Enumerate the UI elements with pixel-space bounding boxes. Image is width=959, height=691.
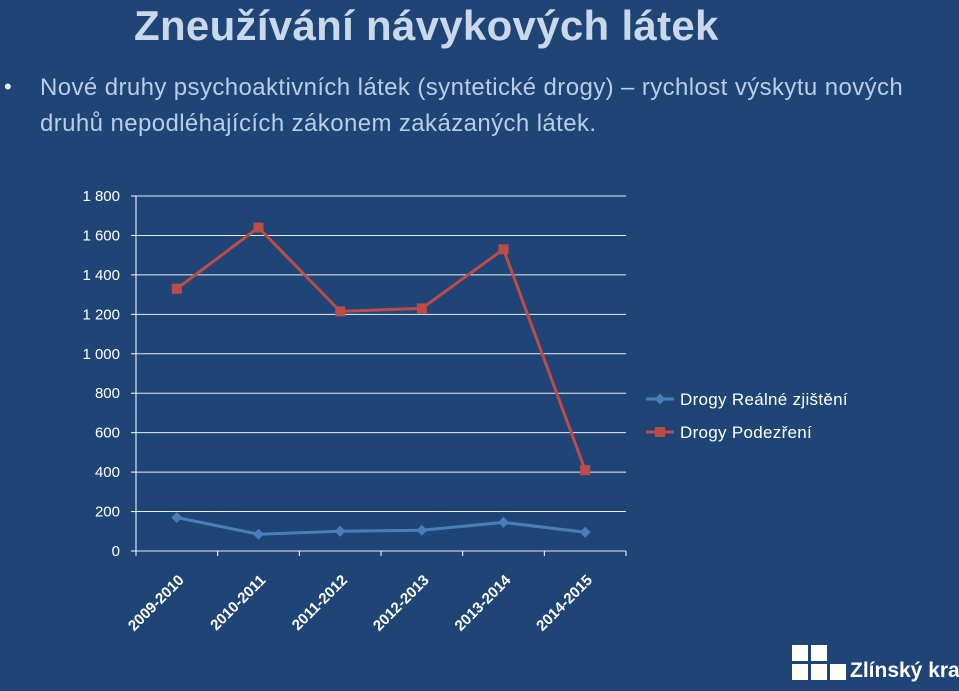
y-tick-label: 0: [112, 543, 120, 560]
data-point-square: [253, 222, 264, 233]
logo-square-icon: [811, 645, 827, 661]
x-tick-label: 2009-2010: [125, 572, 188, 635]
zlinsky-kraj-logo: Zlínský kraj: [792, 645, 959, 687]
data-point-diamond: [498, 516, 509, 528]
logo-square-icon: [830, 664, 846, 680]
y-tick-label: 1 800: [82, 188, 120, 205]
logo-square-icon: [792, 645, 808, 661]
slide-title: Zneužívání návykových látek: [134, 2, 719, 49]
x-axis-ticks: 2009-2010 2010-2011 2011-2012 2012-2013 2013…: [125, 571, 596, 634]
x-tick-label: 2012-2013: [370, 572, 433, 635]
data-point-square: [498, 244, 509, 255]
legend-label: Drogy Podezření: [680, 423, 812, 442]
y-tick-label: 400: [95, 464, 120, 481]
legend-diamond-icon: [654, 393, 666, 405]
y-tick-label: 600: [95, 425, 120, 442]
x-tick-label: 2013-2014: [452, 571, 515, 634]
legend-square-icon: [655, 427, 665, 437]
series-line: [175, 226, 587, 471]
x-tick-label: 2010-2011: [207, 572, 269, 634]
y-tick-label: 1 000: [82, 346, 120, 363]
y-tick-label: 1 400: [82, 267, 120, 284]
bullet-icon: •: [4, 74, 12, 99]
y-tick-label: 1 200: [82, 306, 120, 323]
logo-text: Zlínský kraj: [850, 659, 959, 682]
logo-square-icon: [811, 664, 827, 680]
data-point-square: [580, 465, 591, 476]
data-point-square: [171, 283, 182, 294]
data-point-diamond: [334, 525, 346, 537]
data-point-diamond: [579, 526, 591, 538]
x-tick-label: 2011-2012: [289, 572, 351, 634]
chart-grid: [131, 195, 627, 556]
logo-square-icon: [792, 664, 808, 680]
data-point-square: [335, 306, 346, 317]
data-point-square: [416, 303, 427, 314]
data-point-diamond: [416, 524, 428, 536]
y-tick-label: 200: [95, 504, 120, 521]
y-tick-label: 1 600: [82, 227, 120, 244]
x-tick-label: 2014-2015: [533, 572, 596, 635]
data-point-diamond: [171, 511, 183, 523]
chart-legend: Drogy Reálné zjištění Drogy Podezření: [646, 390, 848, 442]
legend-label: Drogy Reálné zjištění: [680, 390, 848, 409]
y-axis-ticks: 0 200 400 600 800 1 000 1 200 1 400 1 600 1 800: [82, 188, 120, 560]
series-line: [176, 516, 586, 536]
bullet-text: Nové druhy psychoaktivních látek (syntet…: [40, 74, 904, 137]
chart-series: [171, 222, 591, 540]
y-tick-label: 800: [95, 385, 120, 402]
data-point-diamond: [253, 528, 264, 540]
